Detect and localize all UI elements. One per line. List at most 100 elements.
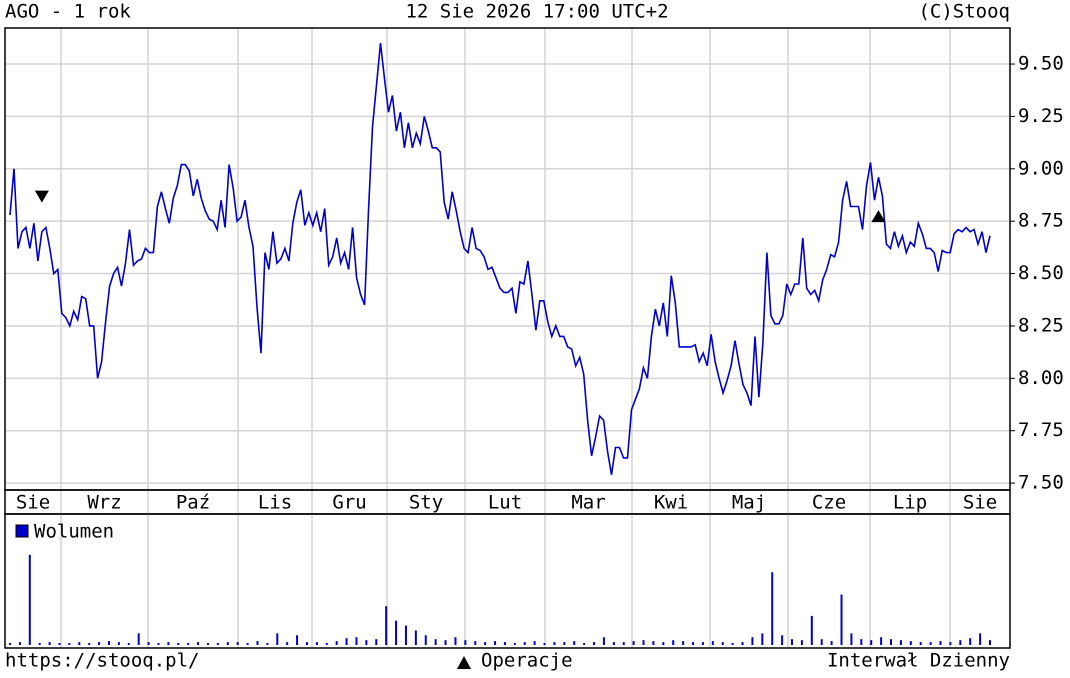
volume-bar bbox=[751, 637, 754, 645]
x-tick-label: Gru bbox=[332, 492, 366, 514]
volume-bar bbox=[226, 642, 229, 645]
volume-bar bbox=[593, 642, 596, 645]
volume-bar bbox=[860, 639, 863, 645]
x-tick-label: Mar bbox=[571, 492, 605, 514]
volume-bar bbox=[771, 572, 774, 645]
price-line bbox=[9, 43, 991, 475]
operations-icon bbox=[457, 656, 471, 669]
volume-bar bbox=[395, 620, 398, 645]
volume-bar bbox=[880, 637, 883, 645]
volume-bar bbox=[830, 641, 833, 645]
volume-bar bbox=[107, 641, 110, 645]
volume-bar bbox=[157, 643, 160, 645]
volume-bar bbox=[246, 643, 249, 645]
volume-bar bbox=[444, 640, 447, 645]
volume-bar bbox=[721, 642, 724, 645]
footer-url: https://stooq.pl/ bbox=[5, 650, 199, 672]
volume-bar bbox=[88, 643, 91, 645]
volume-bar bbox=[919, 642, 922, 645]
volume-bar bbox=[761, 633, 764, 645]
chart-title: AGO - 1 rok bbox=[5, 1, 131, 23]
volume-bar bbox=[147, 642, 150, 645]
volume-bar bbox=[652, 641, 655, 645]
volume-bar bbox=[404, 625, 407, 645]
volume-bar bbox=[820, 639, 823, 645]
volume-bar bbox=[167, 642, 170, 645]
x-tick-label: Sty bbox=[409, 492, 443, 514]
volume-bar bbox=[286, 642, 289, 645]
x-tick-label: Kwi bbox=[654, 492, 688, 514]
volume-bar bbox=[979, 633, 982, 645]
volume-bar bbox=[474, 641, 477, 645]
volume-bar bbox=[117, 642, 120, 645]
volume-bar bbox=[434, 639, 437, 645]
volume-bar bbox=[305, 642, 308, 645]
volume-bar bbox=[484, 642, 487, 645]
price-frame bbox=[4, 27, 1011, 491]
volume-bar bbox=[612, 642, 615, 645]
x-tick-label: Wrz bbox=[87, 492, 121, 514]
volume-bar bbox=[266, 643, 269, 645]
volume-bar bbox=[870, 640, 873, 645]
y-tick-label: 8.75 bbox=[1018, 210, 1064, 232]
operation-marker bbox=[34, 190, 49, 203]
volume-bar bbox=[375, 639, 378, 645]
volume-bar bbox=[137, 633, 140, 645]
volume-bar bbox=[236, 642, 239, 645]
volume-bar bbox=[345, 638, 348, 645]
volume-bar bbox=[216, 643, 219, 645]
volume-bar bbox=[187, 643, 190, 645]
volume-bar bbox=[325, 643, 328, 645]
volume-bar bbox=[909, 641, 912, 645]
volume-bar bbox=[276, 633, 279, 645]
volume-bar bbox=[78, 642, 81, 645]
volume-bar bbox=[692, 642, 695, 645]
volume-bar bbox=[365, 640, 368, 645]
volume-bar bbox=[781, 635, 784, 645]
volume-bar bbox=[335, 641, 338, 645]
volume-bar bbox=[682, 641, 685, 645]
volume-bar bbox=[355, 637, 358, 645]
volume-bar bbox=[513, 643, 516, 645]
volume-bar bbox=[414, 630, 417, 645]
legend-label: Wolumen bbox=[34, 521, 114, 543]
x-tick-label: Maj bbox=[732, 492, 766, 514]
volume-bar bbox=[840, 594, 843, 645]
volume-bar bbox=[18, 642, 21, 645]
volume-bar bbox=[197, 642, 200, 645]
volume-bar bbox=[523, 642, 526, 645]
volume-bar bbox=[424, 635, 427, 645]
y-tick-label: 7.75 bbox=[1018, 419, 1064, 441]
x-tick-label: Sie bbox=[16, 492, 50, 514]
x-tick-label: Lut bbox=[488, 492, 522, 514]
x-tick-label: Lip bbox=[893, 492, 927, 514]
volume-bar bbox=[48, 642, 51, 645]
volume-bar bbox=[711, 641, 714, 645]
operations-label: Operacje bbox=[481, 650, 573, 672]
y-tick-label: 9.00 bbox=[1018, 157, 1064, 179]
volume-bar bbox=[464, 640, 467, 645]
volume-bar bbox=[503, 642, 506, 645]
volume-bar bbox=[28, 554, 31, 645]
volume-bar bbox=[969, 638, 972, 645]
volume-bar bbox=[177, 643, 180, 645]
volume-bar bbox=[929, 642, 932, 645]
x-tick-label: Sie bbox=[963, 492, 997, 514]
x-tick-label: Paź bbox=[176, 492, 210, 514]
volume-bar bbox=[662, 642, 665, 645]
y-tick-label: 9.25 bbox=[1018, 105, 1064, 127]
volume-bar bbox=[68, 643, 71, 645]
volume-bar bbox=[563, 642, 566, 645]
source: (C)Stooq bbox=[918, 1, 1010, 23]
volume-bar bbox=[583, 643, 586, 645]
volume-bar bbox=[296, 635, 299, 645]
volume-bar bbox=[206, 643, 209, 645]
volume-bar bbox=[553, 642, 556, 645]
volume-bar bbox=[533, 641, 536, 645]
x-tick-label: Cze bbox=[812, 492, 846, 514]
volume-bar bbox=[701, 642, 704, 645]
volume-bar bbox=[256, 641, 259, 645]
volume-bar bbox=[850, 633, 853, 645]
volume-bar bbox=[38, 643, 41, 645]
volume-bar bbox=[791, 639, 794, 645]
